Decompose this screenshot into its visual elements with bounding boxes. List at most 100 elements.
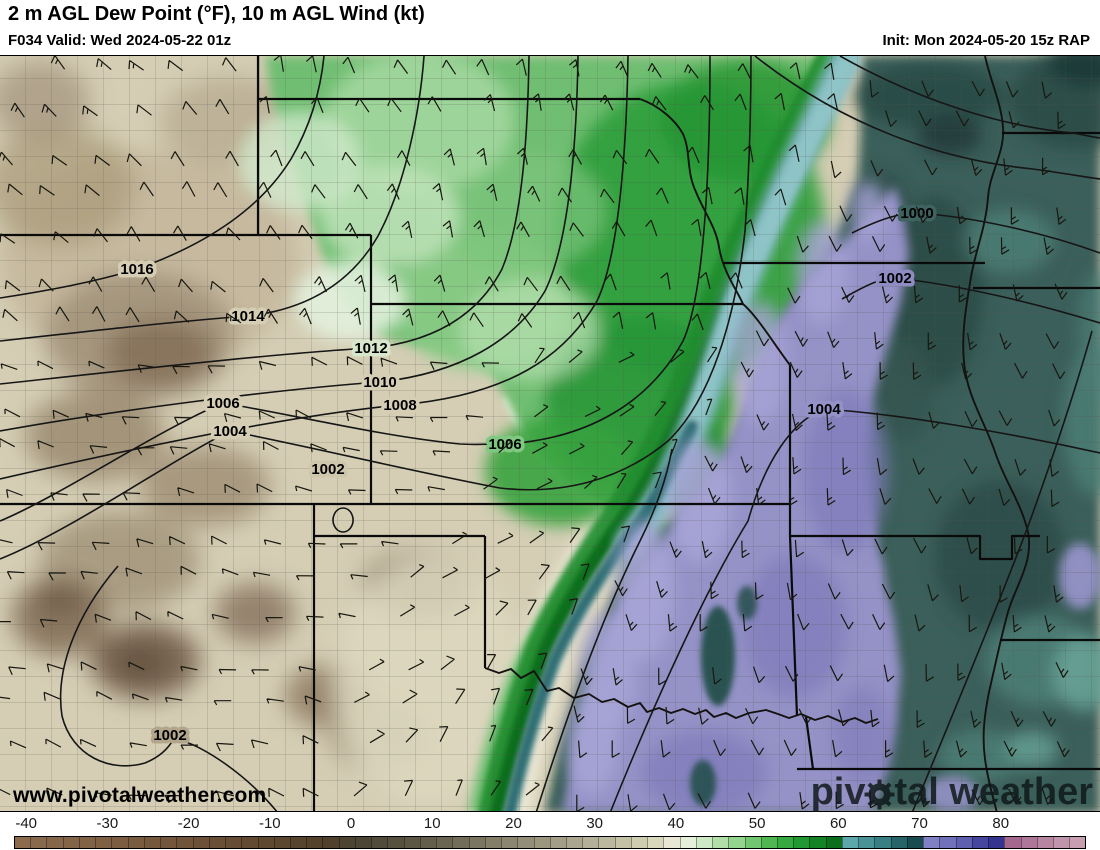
- colorbar-segment: [777, 837, 794, 848]
- colorbar-tick: 10: [423, 815, 441, 832]
- colorbar-segment: [1020, 837, 1037, 848]
- colorbar-segment: [78, 837, 96, 848]
- colorbar-segment: [160, 837, 177, 848]
- map-container: 1016 1014 1012 1010 1008 1006 1006 1004 1002 1002…: [0, 55, 1100, 812]
- isobar: [609, 408, 1100, 811]
- colorbar-segment: [468, 837, 485, 848]
- colorbar-segment: [501, 837, 518, 848]
- isobar-label: 1004: [807, 401, 841, 418]
- colorbar-segment: [354, 837, 372, 848]
- isobar-label: 1000: [900, 205, 933, 222]
- colorbar-segment: [338, 837, 355, 848]
- isobar-label: 1010: [363, 374, 396, 391]
- colorbar-tick: 60: [829, 815, 847, 832]
- colorbar-tick: 30: [586, 815, 603, 832]
- colorbar-segment: [127, 837, 144, 848]
- isobar: [0, 56, 579, 432]
- colorbar-segment: [647, 837, 664, 848]
- colorbar-segment: [225, 837, 242, 848]
- colorbar-segment: [111, 837, 128, 848]
- colorbar-segment: [582, 837, 599, 848]
- colorbar-tick: 40: [667, 815, 685, 832]
- isobar-label: 1016: [120, 261, 153, 278]
- colorbar-footer: -40 -30 -20 -10 0 10 20 30 40 50 60 70 80: [0, 812, 1100, 850]
- valid-time-label: F034 Valid: Wed 2024-05-22 01z: [8, 32, 232, 49]
- colorbar-segment: [436, 837, 453, 848]
- isobar: [0, 56, 752, 560]
- isobar: [0, 56, 325, 299]
- isobar-label: 1006: [206, 395, 239, 412]
- isobar: [535, 448, 673, 811]
- colorbar-segment: [841, 837, 859, 848]
- colorbar-segment: [95, 837, 112, 848]
- colorbar-segment: [192, 837, 209, 848]
- wind-barbs-layer: [0, 56, 1070, 811]
- colorbar-segment: [371, 837, 388, 848]
- isobar: [841, 277, 1100, 324]
- colorbar-segment: [289, 837, 307, 848]
- colorbar-segment: [695, 837, 713, 848]
- isobar-contours: [0, 56, 1100, 811]
- colorbar-segment: [533, 837, 550, 848]
- colorbar-segment: [257, 837, 274, 848]
- isobar: [0, 56, 629, 480]
- colorbar-segment: [793, 837, 810, 848]
- isobar: [911, 330, 1093, 811]
- county-grid: [0, 56, 1100, 811]
- colorbar-segment: [1069, 837, 1086, 848]
- colorbar-segment: [890, 837, 907, 848]
- isobar-label: 1008: [383, 397, 416, 414]
- colorbar-segment: [208, 837, 226, 848]
- colorbar-segment: [744, 837, 761, 848]
- colorbar-segment: [1004, 837, 1021, 848]
- colorbar-segment: [62, 837, 79, 848]
- colorbar-tick: 80: [992, 815, 1010, 832]
- colorbar-segment: [939, 837, 956, 848]
- colorbar-segment: [549, 837, 566, 848]
- isobar: [0, 56, 425, 342]
- colorbar-tick: -20: [177, 815, 200, 832]
- colorbar-segment: [517, 837, 534, 848]
- watermark-brand: piv tal weather: [811, 773, 1093, 811]
- colorbar-segment: [663, 837, 680, 848]
- brand-text-pre: piv: [810, 771, 866, 813]
- colorbar-segment: [273, 837, 290, 848]
- colorbar-segment: [452, 837, 469, 848]
- colorbar-segment: [1036, 837, 1053, 848]
- isobar-label: 1002: [311, 461, 344, 478]
- colorbar-segment: [241, 837, 258, 848]
- colorbar-segment: [923, 837, 940, 848]
- river-borders: [484, 56, 1031, 811]
- init-time-label: Init: Mon 2024-05-20 15z RAP: [882, 32, 1090, 49]
- colorbar-segment: [1053, 837, 1070, 848]
- colorbar-tick: -40: [15, 815, 38, 832]
- isobar: [0, 56, 530, 385]
- colorbar-segment: [825, 837, 842, 848]
- watermark-url: www.pivotalweather.com: [13, 784, 267, 807]
- colorbar-segment: [15, 837, 31, 848]
- colorbar-segment: [858, 837, 875, 848]
- colorbar-segment: [679, 837, 696, 848]
- colorbar-segment: [712, 837, 729, 848]
- page-title: 2 m AGL Dew Point (°F), 10 m AGL Wind (k…: [8, 3, 425, 25]
- colorbar-segment: [988, 837, 1005, 848]
- colorbar: [14, 836, 1086, 849]
- colorbar-segment: [955, 837, 972, 848]
- header: 2 m AGL Dew Point (°F), 10 m AGL Wind (k…: [0, 0, 1100, 55]
- colorbar-segment: [728, 837, 745, 848]
- isobar-label: 1006: [488, 436, 521, 453]
- brand-text-post: tal weather: [894, 771, 1093, 813]
- colorbar-segment: [46, 837, 63, 848]
- colorbar-segment: [484, 837, 502, 848]
- colorbar-segment: [419, 837, 437, 848]
- colorbar-segment: [322, 837, 339, 848]
- colorbar-segment: [30, 837, 47, 848]
- colorbar-segment: [403, 837, 420, 848]
- wind-barb-strokes: [0, 56, 1070, 811]
- colorbar-segment: [906, 837, 924, 848]
- isobar-labels: 1016 1014 1012 1010 1008 1006 1006 1004 1002 1002…: [117, 202, 937, 748]
- isobar-label: 1002: [153, 727, 186, 744]
- colorbar-tick: 50: [748, 815, 766, 832]
- colorbar-segment: [614, 837, 631, 848]
- map-canvas: 1016 1014 1012 1010 1008 1006 1006 1004 1002 1002…: [0, 56, 1100, 811]
